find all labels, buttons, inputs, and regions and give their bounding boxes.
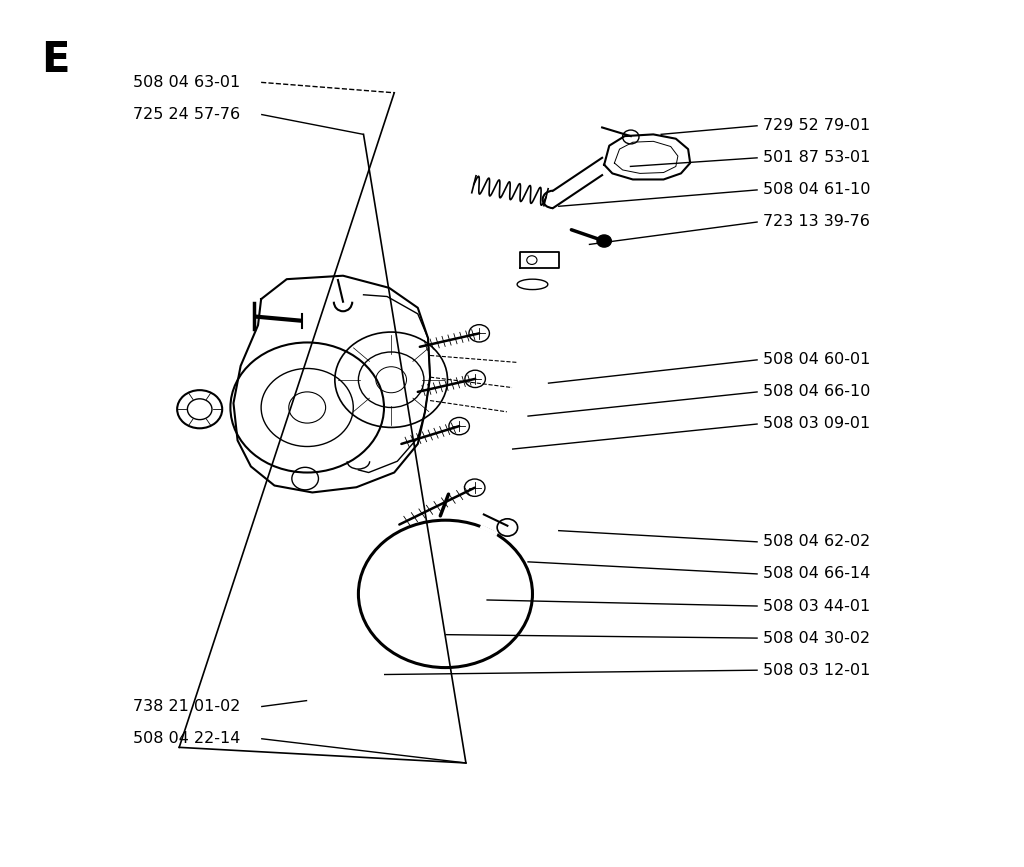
Text: 508 04 30-02: 508 04 30-02	[763, 630, 870, 646]
Text: 508 04 22-14: 508 04 22-14	[133, 731, 241, 746]
Text: 508 04 63-01: 508 04 63-01	[133, 75, 241, 90]
Text: 729 52 79-01: 729 52 79-01	[763, 118, 870, 134]
Circle shape	[597, 235, 611, 247]
Text: 508 04 60-01: 508 04 60-01	[763, 352, 870, 368]
Text: 508 04 61-10: 508 04 61-10	[763, 182, 870, 198]
Text: 508 04 66-14: 508 04 66-14	[763, 566, 870, 582]
Text: 508 03 12-01: 508 03 12-01	[763, 662, 870, 678]
Text: 508 04 62-02: 508 04 62-02	[763, 534, 870, 550]
Text: 723 13 39-76: 723 13 39-76	[763, 214, 869, 230]
Text: 508 04 66-10: 508 04 66-10	[763, 384, 870, 400]
Text: 738 21 01-02: 738 21 01-02	[133, 699, 241, 714]
Text: 725 24 57-76: 725 24 57-76	[133, 107, 241, 122]
Text: 501 87 53-01: 501 87 53-01	[763, 150, 870, 166]
Text: E: E	[41, 39, 70, 81]
Text: 508 03 09-01: 508 03 09-01	[763, 416, 870, 432]
Text: 508 03 44-01: 508 03 44-01	[763, 598, 870, 614]
